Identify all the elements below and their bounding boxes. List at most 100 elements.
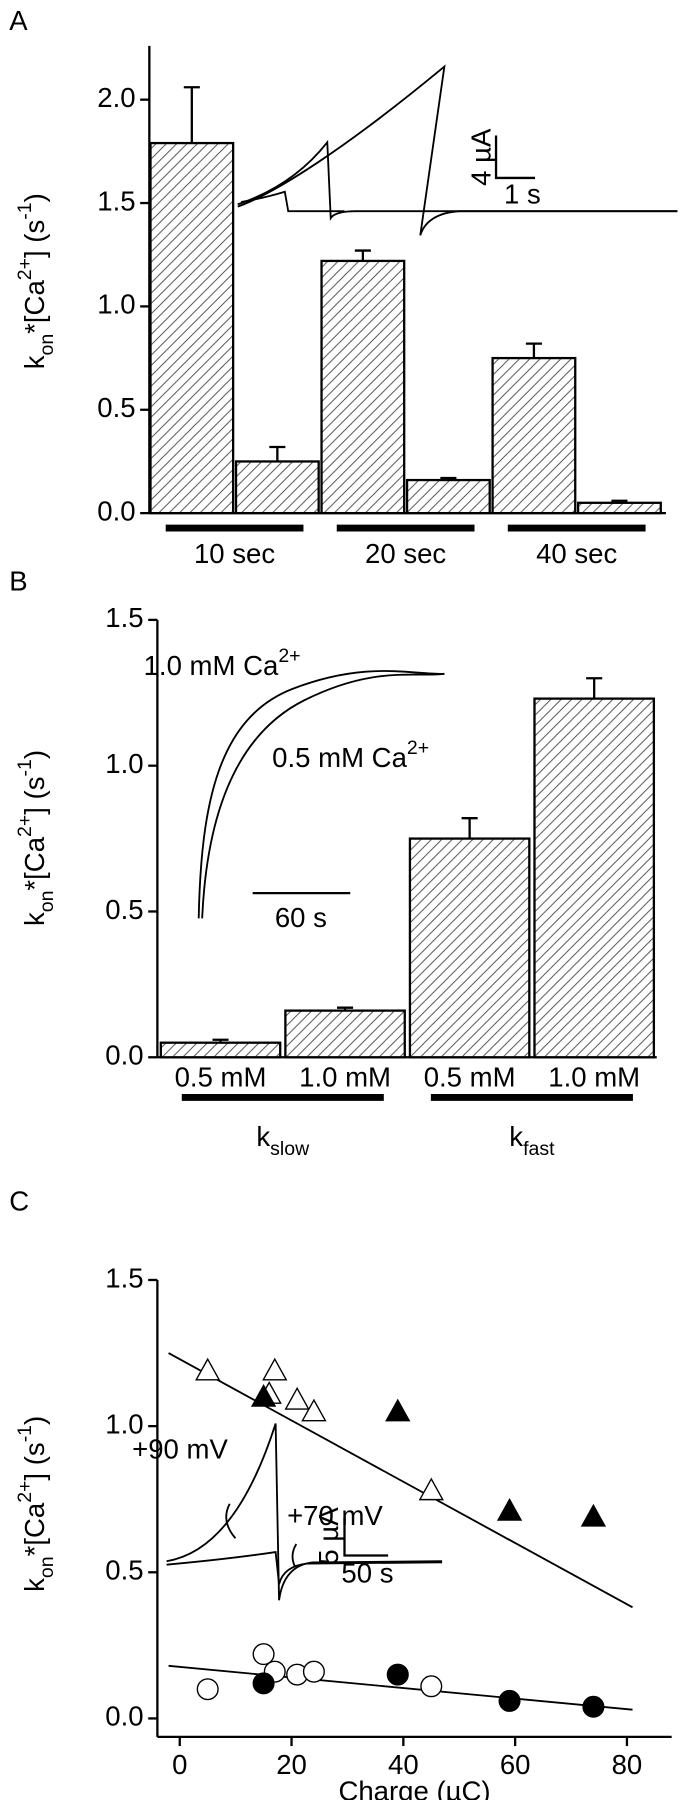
- y-axis-label-part: *[Ca: [19, 1502, 50, 1556]
- inset-label: 1 s: [504, 179, 541, 210]
- bar: [491, 356, 577, 515]
- inset-traces-c: [166, 1423, 443, 1601]
- point: [196, 1678, 219, 1701]
- y-tick-label: 1.5: [105, 602, 143, 633]
- point: [262, 1357, 288, 1381]
- y-axis-label-part: ): [19, 1416, 50, 1425]
- inset-label-part: 0.5 mM Ca: [272, 742, 407, 773]
- bar: [576, 501, 662, 515]
- y-axis-label-part: k: [19, 355, 50, 369]
- point: [385, 1398, 411, 1422]
- group-label: kslow: [256, 1121, 310, 1160]
- inset-label: 60 s: [275, 902, 327, 933]
- y-axis-label-part: ] (s: [19, 1442, 50, 1480]
- inset-label: 50 s: [341, 1557, 393, 1588]
- inset-label: 5 µA: [313, 1507, 344, 1565]
- y-axis-label-part: k: [19, 1578, 50, 1592]
- group-label: kfast: [509, 1121, 555, 1160]
- y-tick-label: 1.0: [105, 748, 143, 779]
- y-tick-label: 0.5: [97, 392, 135, 423]
- y-tick-label: 0.5: [105, 1555, 143, 1586]
- y-tick-label: 0.0: [105, 1040, 143, 1071]
- y-axis-label-part: on: [36, 334, 58, 356]
- inset-traces-b: [197, 670, 445, 919]
- inset-label: +70 mV: [287, 1500, 383, 1531]
- inset-label-part: 2+: [278, 645, 300, 667]
- point: [252, 1672, 275, 1695]
- point: [498, 1689, 521, 1712]
- y-axis-label-part: ] (s: [19, 776, 50, 814]
- y-axis-label-part: on: [36, 891, 58, 913]
- inset-traces-a: [237, 64, 678, 236]
- bar: [320, 259, 406, 515]
- y-axis-label: kon*[Ca2+] (s-1): [14, 193, 58, 369]
- point: [252, 1643, 275, 1666]
- inset-label-part: 1.0 mM Ca: [144, 650, 279, 681]
- point: [284, 1386, 310, 1410]
- inset-label: 1.0 mM Ca2+: [144, 645, 301, 681]
- panel-label: C: [9, 1185, 29, 1216]
- y-axis-label-part: -1: [14, 759, 36, 776]
- bar: [408, 837, 531, 1059]
- panel-label: A: [9, 5, 28, 36]
- group-label-part: fast: [523, 1138, 555, 1160]
- x-axis-label: Charge (µC): [338, 1775, 490, 1800]
- y-axis-label-part: *[Ca: [19, 280, 50, 334]
- group-label-part: slow: [270, 1138, 310, 1160]
- x-tick-label: 1.0 mM: [548, 1061, 640, 1092]
- point: [418, 1477, 444, 1501]
- inset-label: +90 mV: [132, 1433, 228, 1464]
- y-axis-label-part: 2+: [14, 1481, 36, 1503]
- group-label-part: k: [509, 1121, 523, 1152]
- point: [250, 1384, 277, 1407]
- bar: [149, 141, 235, 515]
- group-label: 20 sec: [365, 538, 446, 569]
- y-tick-label: 0.0: [105, 1701, 143, 1732]
- group-label: 40 sec: [536, 538, 617, 569]
- y-axis-label: kon*[Ca2+] (s-1): [14, 1416, 58, 1592]
- y-axis-label-part: 2+: [14, 815, 36, 837]
- y-tick-label: 0.0: [97, 495, 135, 526]
- y-axis-label-part: 2+: [14, 258, 36, 280]
- group-label-part: k: [256, 1121, 270, 1152]
- bar: [284, 1009, 406, 1059]
- y-tick-label: 1.0: [105, 1408, 143, 1439]
- x-tick-label: 60: [500, 1749, 531, 1780]
- y-axis-label-part: -1: [14, 1425, 36, 1442]
- inset-label: 0.5 mM Ca2+: [272, 737, 429, 773]
- group-label: 10 sec: [194, 538, 275, 569]
- x-tick-label: 0.5 mM: [175, 1061, 267, 1092]
- point: [582, 1695, 605, 1718]
- y-axis-label-part: ): [19, 750, 50, 759]
- y-tick-label: 0.5: [105, 894, 143, 925]
- point: [496, 1498, 523, 1521]
- inset-label-part: 2+: [407, 737, 429, 759]
- point: [302, 1660, 325, 1683]
- x-tick-label: 0.5 mM: [424, 1061, 516, 1092]
- y-axis-label-part: ): [19, 193, 50, 202]
- y-axis-label-part: k: [19, 912, 50, 926]
- inset-label: 4 µA: [466, 128, 497, 186]
- y-axis-label-part: -1: [14, 202, 36, 219]
- bar: [159, 1041, 282, 1059]
- y-tick-label: 2.0: [97, 82, 135, 113]
- x-tick-label: 20: [276, 1749, 307, 1780]
- y-tick-label: 1.5: [97, 185, 135, 216]
- x-tick-label: 0: [172, 1749, 187, 1780]
- fit-line: [168, 1352, 633, 1609]
- y-axis-label-part: on: [36, 1556, 58, 1578]
- panel-label: B: [9, 565, 27, 596]
- bar: [234, 460, 320, 515]
- y-tick-label: 1.5: [105, 1262, 143, 1293]
- y-axis-label: kon*[Ca2+] (s-1): [14, 750, 58, 926]
- point: [580, 1503, 607, 1527]
- y-tick-label: 1.0: [97, 289, 135, 320]
- x-tick-label: 40: [388, 1749, 419, 1780]
- fit-line: [168, 1664, 633, 1711]
- point: [386, 1663, 409, 1686]
- bar: [533, 697, 656, 1059]
- y-axis-label-part: ] (s: [19, 220, 50, 258]
- point: [301, 1398, 327, 1422]
